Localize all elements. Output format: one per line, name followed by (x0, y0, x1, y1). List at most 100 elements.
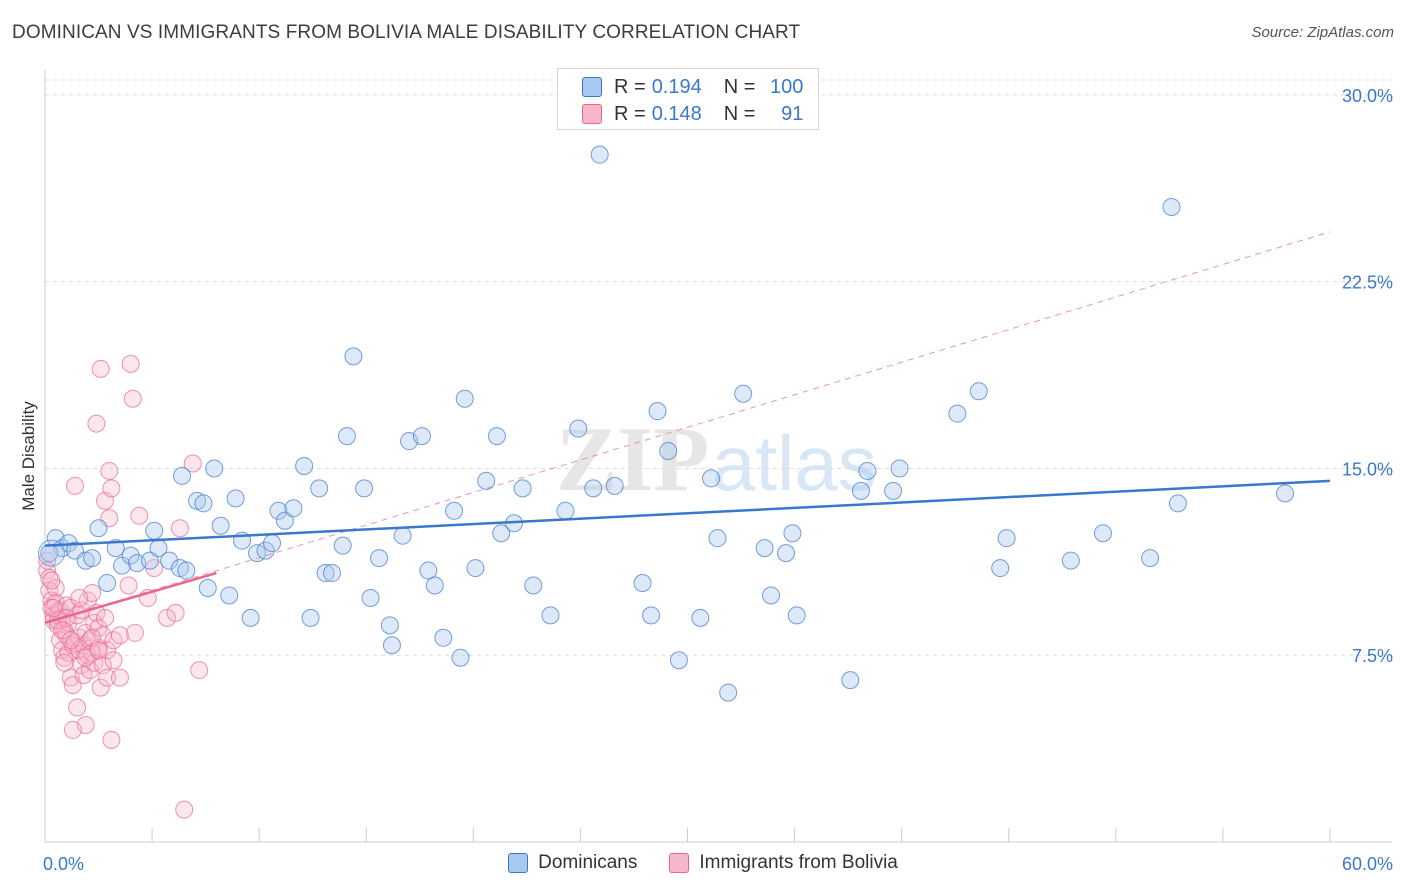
dominican-point (556, 501, 575, 520)
bolivia-point (55, 653, 74, 672)
axes (44, 70, 1392, 843)
bolivia-point (125, 623, 144, 642)
trend-lines (44, 231, 1331, 625)
dominican-point (691, 608, 710, 627)
bolivia-point (91, 678, 110, 697)
dominican-point (541, 606, 560, 625)
dominican-point (220, 586, 239, 605)
dominican-point (466, 559, 485, 578)
dominican-point (269, 501, 288, 520)
dominican-point (205, 459, 224, 478)
dominican-point (492, 524, 511, 543)
legend-swatch-dominicans (508, 853, 529, 873)
bolivia-point (98, 668, 117, 687)
bolivia-point (42, 571, 61, 590)
dominican-point (755, 539, 774, 558)
dominican-point (708, 529, 727, 548)
dominican-point (1168, 494, 1187, 513)
legend-n-label: N = (723, 75, 756, 98)
dominican-point (762, 586, 781, 605)
watermark-zip: ZIP (556, 408, 709, 510)
bolivia-point (183, 454, 202, 473)
legend-swatch-pink (582, 104, 602, 124)
bolivia-point (190, 661, 209, 680)
bolivia-point (119, 576, 138, 595)
correlation-legend: R = 0.194 N = 100 R = 0.148 N = 91 (557, 68, 819, 130)
dominican-point (434, 628, 453, 647)
bolivia-point (104, 651, 123, 670)
bolivia-point (100, 461, 119, 480)
dominican-point (445, 501, 464, 520)
x-tick-label-max: 60.0% (1342, 854, 1393, 874)
dominican-point (370, 549, 389, 568)
dominican-point (412, 427, 431, 446)
x-tick-label-min: 0.0% (43, 854, 84, 874)
bolivia-point (130, 506, 149, 525)
bolivia-trend-line (44, 571, 217, 625)
bolivia-point (110, 668, 129, 687)
dominican-point (524, 576, 543, 595)
dominican-point (590, 145, 609, 164)
legend-r-value: 0.148 (651, 102, 702, 125)
dominican-point (226, 489, 245, 508)
dominican-point (783, 524, 802, 543)
bolivia-point (102, 730, 121, 749)
dominican-point (605, 476, 624, 495)
dominican-point (719, 683, 738, 702)
dominican-point (787, 606, 806, 625)
dominican-point (841, 671, 860, 690)
dominican-point (1061, 551, 1080, 570)
bolivia-point (63, 720, 82, 739)
bolivia-point (68, 698, 87, 717)
legend-r-value: 0.194 (651, 75, 702, 98)
dominican-point (98, 574, 117, 593)
dominican-point (584, 479, 603, 498)
dominican-point (455, 389, 474, 408)
dominican-point (284, 499, 303, 518)
watermark-atlas: atlas (712, 419, 877, 507)
bolivia-point (121, 354, 140, 373)
dominican-point (734, 384, 753, 403)
bolivia-point (95, 608, 114, 627)
gridlines (45, 79, 1392, 656)
dominican-point-large (37, 539, 65, 567)
y-tick-label: 15.0% (1342, 459, 1393, 479)
bolivia-point (158, 608, 177, 627)
dominican-point (777, 544, 796, 563)
dominican-point (177, 561, 196, 580)
dominican-point (310, 479, 329, 498)
dominican-point (83, 549, 102, 568)
dominican-point (344, 347, 363, 366)
bolivia-point (110, 626, 129, 645)
bolivia-trend-extension (44, 231, 1331, 624)
dominican-point (211, 516, 230, 535)
legend-item-dominicans[interactable]: Dominicans (508, 852, 637, 874)
legend-item-bolivia[interactable]: Immigrants from Bolivia (669, 852, 898, 874)
dominican-point (241, 608, 260, 627)
legend-label-bolivia: Immigrants from Bolivia (699, 852, 898, 873)
dominican-point (419, 561, 438, 580)
axis-labels: 7.5% 15.0% 22.5% 30.0% 0.0% 60.0% Male Disabil… (19, 86, 1393, 874)
legend-n-label: N = (723, 102, 756, 125)
dominican-point (121, 546, 140, 565)
dominican-point (642, 606, 661, 625)
bolivia-point (70, 588, 89, 607)
legend-swatch-bolivia (669, 853, 690, 873)
legend-label-dominicans: Dominicans (538, 852, 638, 873)
dominican-point (969, 382, 988, 401)
legend-n-value: 100 (770, 75, 804, 98)
y-axis-title: Male Disability (19, 401, 38, 511)
legend-r-label: R = (614, 75, 646, 98)
bolivia-point (123, 389, 142, 408)
dominican-point (160, 551, 179, 570)
dominican-point (322, 564, 341, 583)
dominican-point (451, 648, 470, 667)
y-tick-label: 30.0% (1342, 86, 1393, 106)
dominican-point (393, 526, 412, 545)
bolivia-point (40, 569, 59, 588)
dominican-point (333, 536, 352, 555)
legend-r-label: R = (614, 102, 646, 125)
dominican-point (145, 521, 164, 540)
bolivia-point (61, 631, 80, 650)
